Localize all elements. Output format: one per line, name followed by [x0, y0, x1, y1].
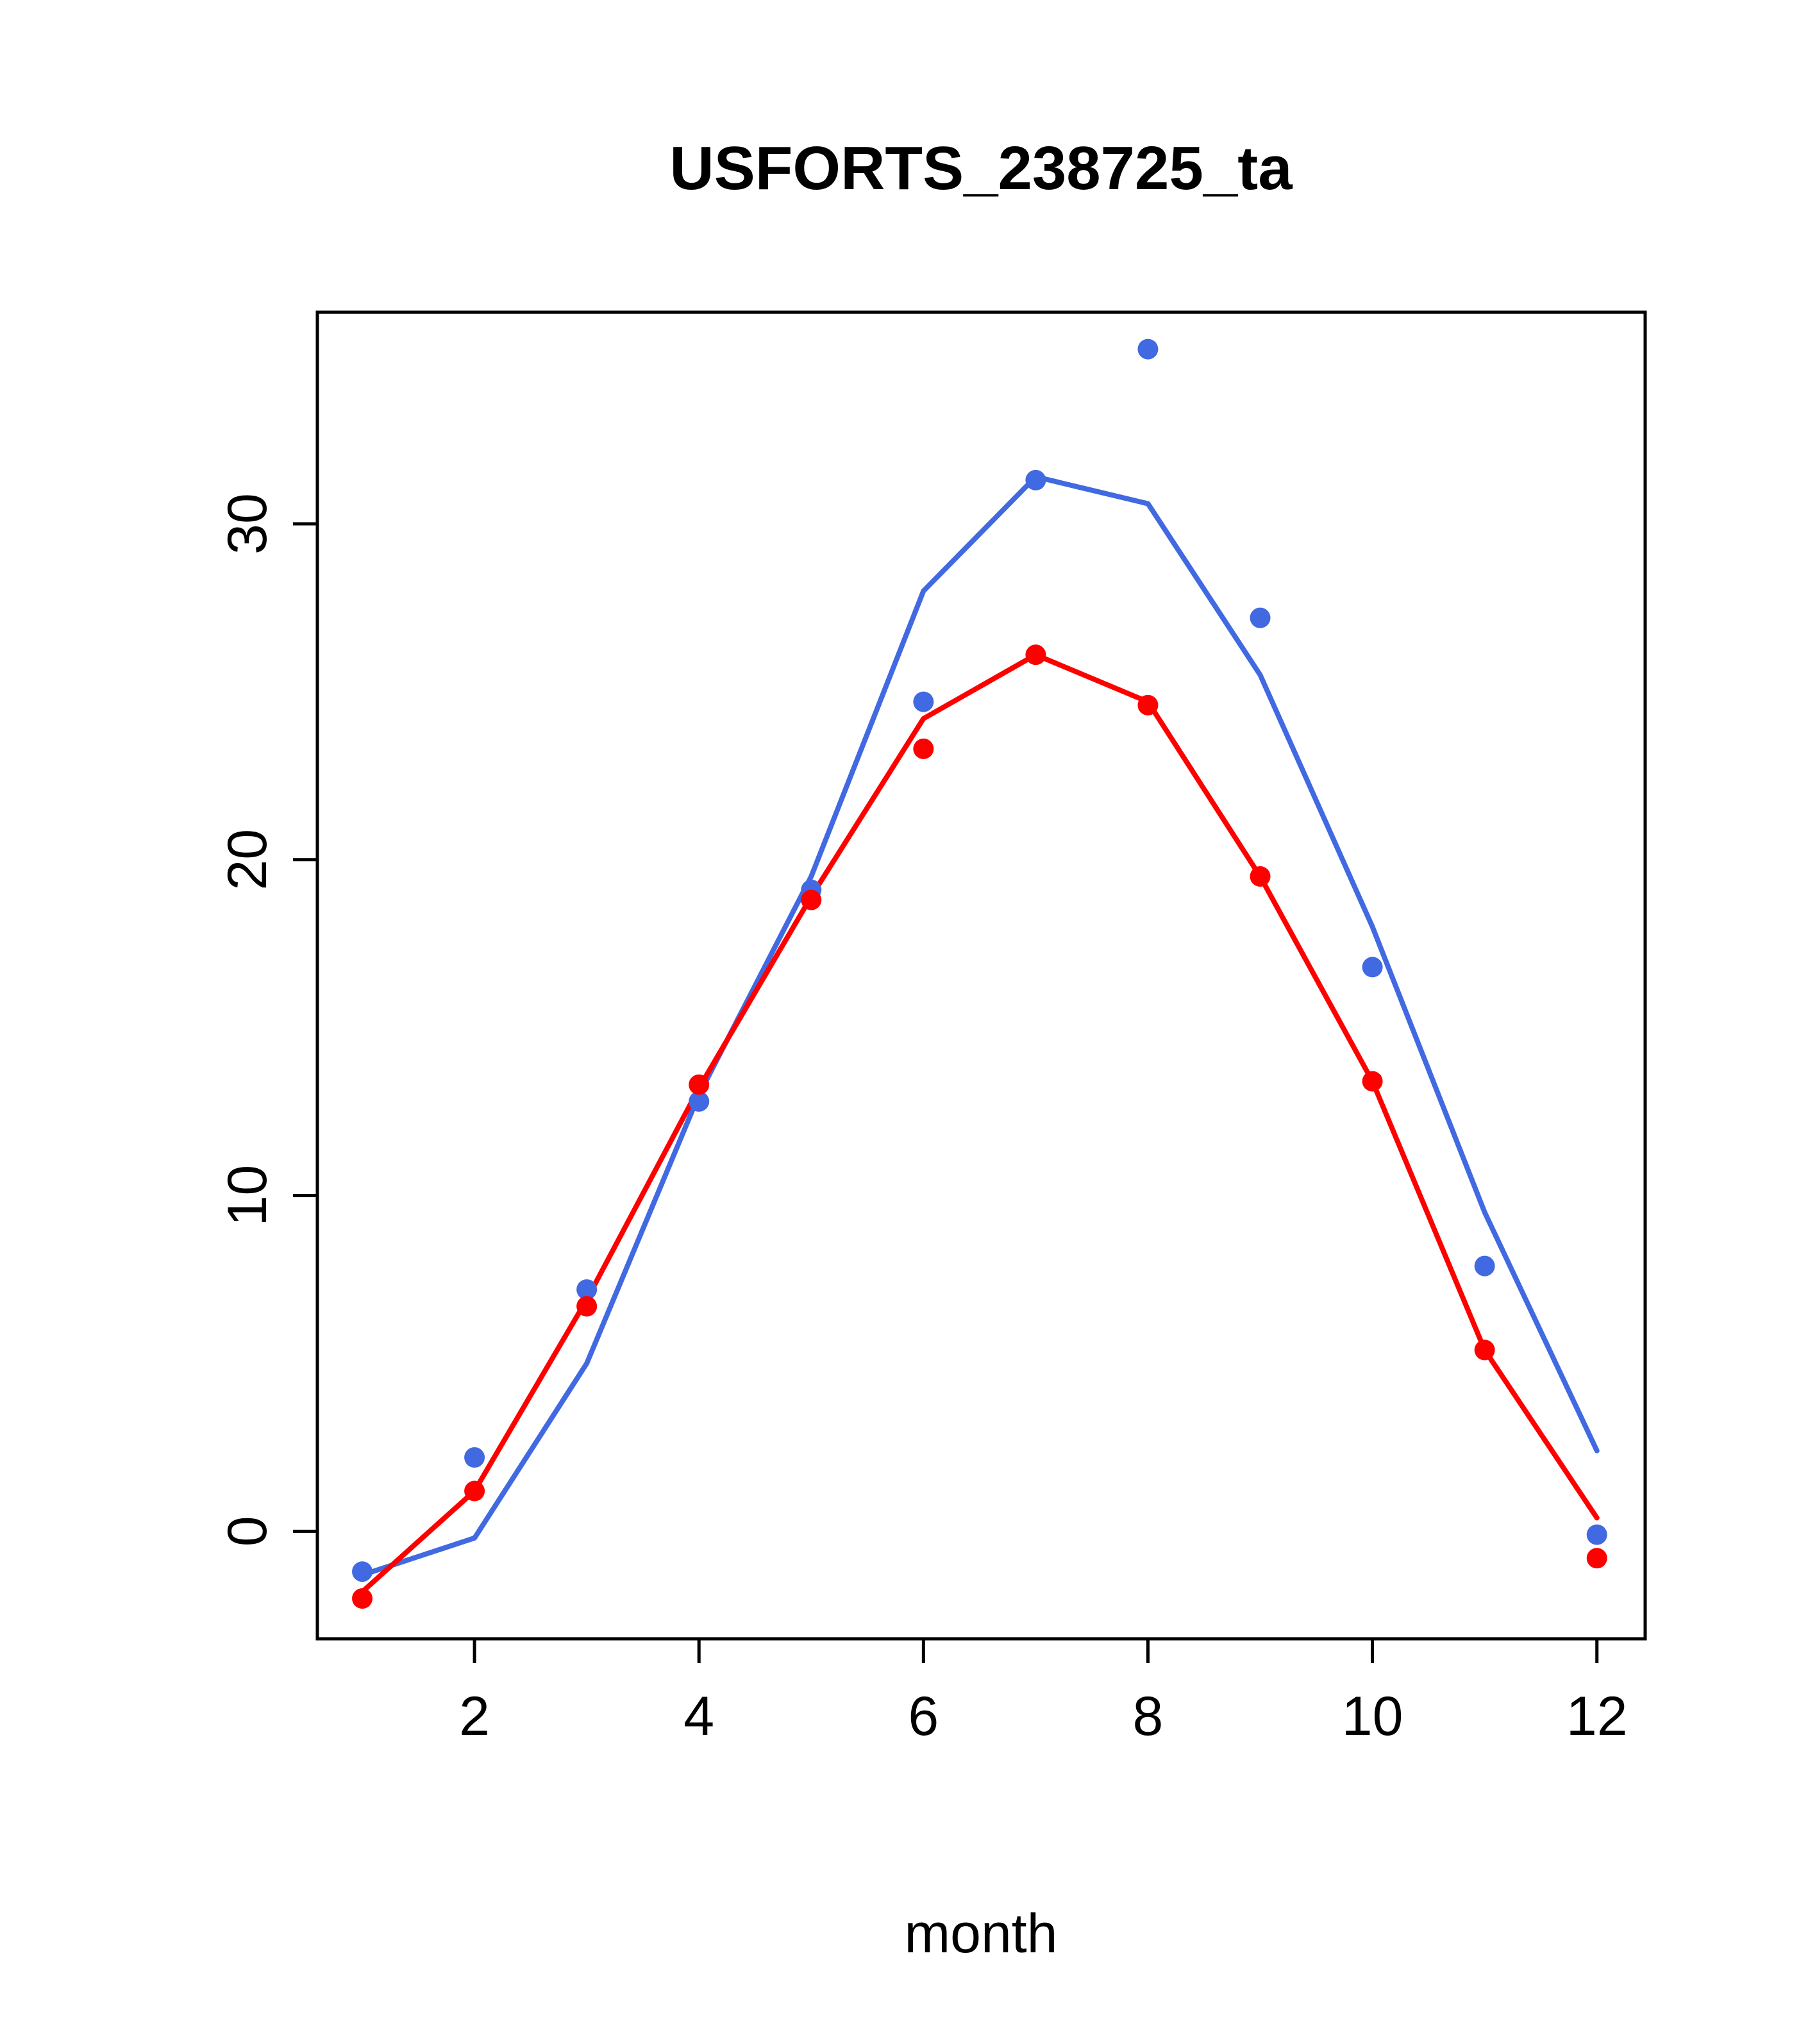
obs-blue-points-marker	[1474, 1255, 1495, 1277]
obs-blue-points-marker	[689, 1091, 710, 1112]
x-tick-label: 6	[908, 1686, 939, 1747]
y-tick-label: 0	[217, 1516, 278, 1546]
model-blue-line	[360, 474, 1600, 1578]
obs-red-points-marker	[689, 1074, 710, 1095]
x-axis-label: month	[904, 1903, 1057, 1964]
obs-red-points-marker	[1586, 1548, 1607, 1569]
x-tick-label: 4	[683, 1686, 714, 1747]
chart-title: USFORTS_238725_ta	[669, 134, 1293, 203]
obs-red-points-marker	[913, 738, 934, 759]
obs-red-points-marker	[1025, 644, 1046, 666]
obs-red-points-marker	[1250, 866, 1271, 887]
obs-blue-points-marker	[464, 1447, 485, 1468]
obs-red-points-marker	[576, 1296, 598, 1317]
plot-border	[315, 310, 1647, 1641]
x-tick-label: 8	[1133, 1686, 1164, 1747]
obs-blue-points-marker	[1137, 339, 1159, 360]
obs-red-points-marker	[1474, 1339, 1495, 1361]
y-tick-label: 20	[217, 829, 278, 891]
obs-red-points-marker	[801, 889, 822, 910]
y-tick-label: 30	[217, 493, 278, 555]
obs-blue-points-marker	[1586, 1524, 1607, 1545]
x-tick-label: 10	[1342, 1686, 1403, 1747]
obs-blue-points-marker	[913, 691, 934, 712]
obs-red-points-marker	[352, 1588, 373, 1609]
obs-blue-points-marker	[576, 1279, 598, 1300]
obs-red-points-marker	[1137, 694, 1159, 716]
model-red-line	[360, 652, 1600, 1595]
obs-red-points-marker	[464, 1480, 485, 1502]
obs-blue-points-marker	[352, 1561, 373, 1582]
x-tick-label: 2	[459, 1686, 490, 1747]
obs-blue-points-marker	[1362, 957, 1383, 978]
obs-blue-points-marker	[1025, 469, 1046, 490]
x-tick-label: 12	[1566, 1686, 1628, 1747]
obs-blue-points-marker	[1250, 607, 1271, 628]
obs-red-points-marker	[1362, 1071, 1383, 1092]
y-tick-label: 10	[217, 1165, 278, 1227]
